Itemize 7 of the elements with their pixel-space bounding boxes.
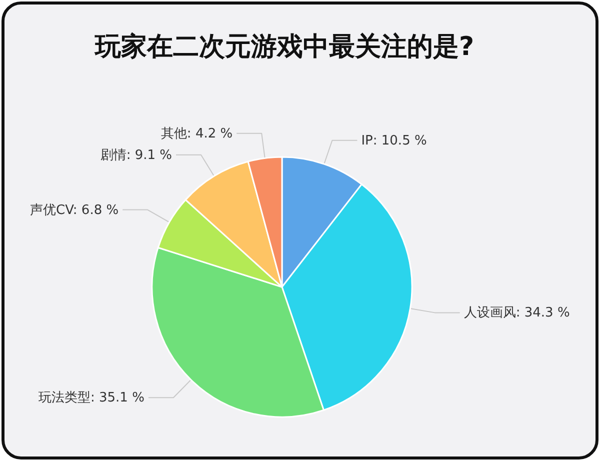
slice-label: 人设画风: 34.3 % bbox=[464, 306, 570, 321]
slice-label: 声优CV: 6.8 % bbox=[30, 202, 119, 218]
slice-label: 其他: 4.2 % bbox=[160, 126, 233, 142]
slice-label: 剧情: 9.1 % bbox=[100, 148, 172, 163]
chart-title: 玩家在二次元游戏中最关注的是? bbox=[94, 32, 474, 62]
slice-label: IP: 10.5 % bbox=[361, 133, 427, 148]
slice-label: 玩法类型: 35.1 % bbox=[38, 390, 144, 406]
